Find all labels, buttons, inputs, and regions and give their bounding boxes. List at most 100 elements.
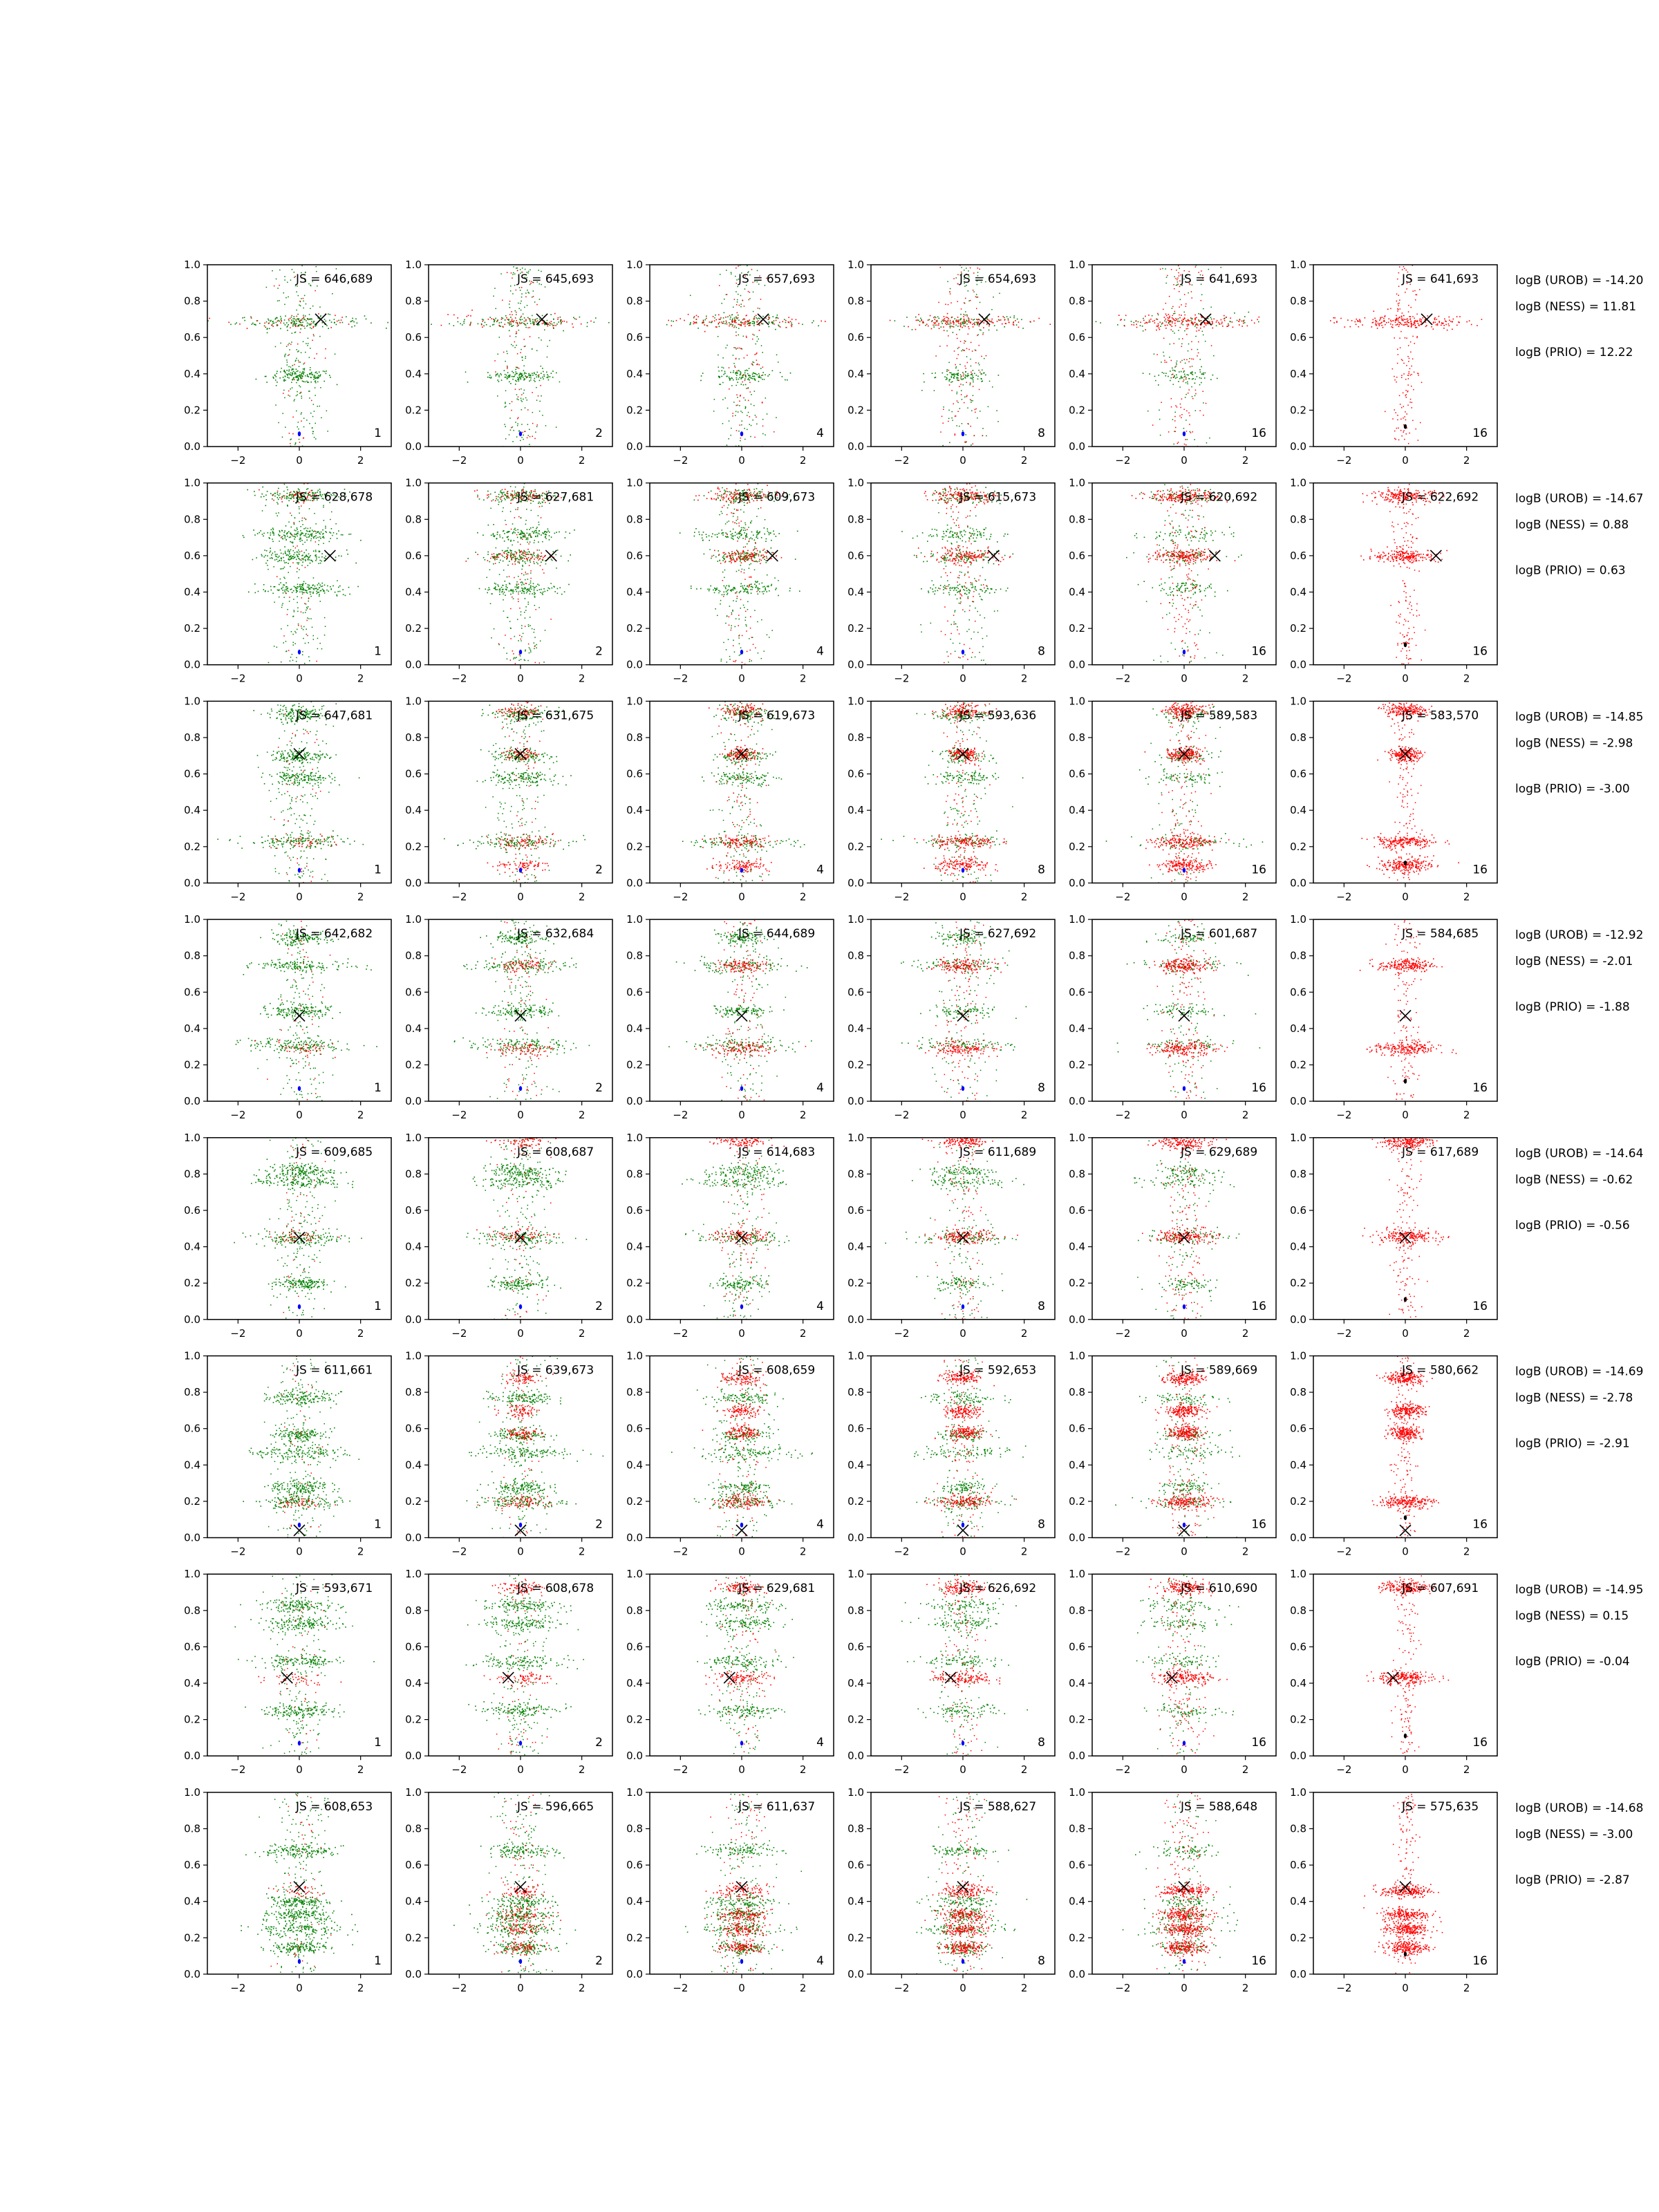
red-sample-point — [1405, 324, 1406, 325]
green-sample-point — [1189, 431, 1191, 433]
red-sample-point — [1330, 320, 1331, 321]
green-sample-point — [700, 379, 702, 382]
green-sample-point — [489, 377, 490, 378]
green-sample-point — [344, 492, 346, 494]
green-sample-point — [284, 375, 286, 377]
red-sample-point — [510, 552, 512, 554]
green-sample-point — [296, 291, 297, 292]
green-sample-point — [279, 377, 281, 379]
green-sample-point — [959, 408, 961, 409]
green-sample-point — [1198, 319, 1199, 321]
green-sample-point — [504, 373, 506, 375]
green-sample-point — [539, 496, 541, 498]
red-sample-point — [298, 625, 299, 626]
green-sample-point — [274, 554, 276, 555]
green-sample-point — [728, 376, 730, 378]
green-sample-point — [521, 400, 522, 401]
green-sample-point — [321, 560, 322, 562]
green-sample-point — [243, 317, 245, 319]
green-sample-point — [286, 364, 288, 366]
green-sample-point — [935, 377, 937, 378]
green-sample-point — [285, 552, 286, 554]
green-sample-point — [956, 393, 957, 395]
red-sample-point — [975, 296, 977, 297]
green-sample-point — [948, 379, 950, 380]
green-sample-point — [960, 378, 962, 379]
green-sample-point — [265, 321, 268, 323]
red-sample-point — [1431, 326, 1432, 328]
green-sample-point — [312, 494, 314, 495]
x-tick-label: −2 — [451, 673, 467, 685]
green-sample-point — [950, 382, 952, 383]
red-sample-point — [737, 317, 739, 319]
red-sample-point — [768, 318, 770, 320]
green-sample-point — [507, 564, 509, 566]
red-sample-point — [522, 431, 523, 433]
red-sample-point — [516, 322, 518, 324]
green-sample-point — [534, 319, 536, 320]
red-sample-point — [1401, 312, 1403, 314]
green-sample-point — [334, 591, 336, 593]
red-sample-point — [1371, 322, 1374, 324]
green-sample-point — [307, 606, 309, 608]
red-sample-point — [514, 317, 516, 319]
green-sample-point — [1165, 373, 1167, 374]
red-sample-point — [1418, 324, 1420, 326]
green-sample-point — [739, 405, 740, 406]
red-sample-point — [747, 321, 749, 323]
green-sample-point — [267, 328, 268, 330]
green-sample-point — [509, 381, 510, 383]
red-sample-point — [534, 646, 536, 647]
red-sample-point — [938, 301, 939, 303]
green-sample-point — [312, 561, 313, 563]
green-sample-point — [549, 321, 550, 324]
red-sample-point — [518, 500, 520, 503]
green-sample-point — [494, 321, 495, 323]
green-sample-point — [520, 309, 522, 311]
green-sample-point — [1199, 274, 1201, 276]
red-sample-point — [983, 322, 985, 324]
green-sample-point — [526, 498, 527, 500]
red-sample-point — [740, 348, 742, 349]
green-sample-point — [297, 370, 299, 372]
green-sample-point — [1188, 374, 1189, 376]
green-sample-point — [285, 315, 286, 317]
y-tick-label: 0.8 — [847, 295, 864, 308]
green-sample-point — [268, 537, 270, 538]
x-tick-label: 0 — [296, 673, 303, 685]
green-sample-point — [749, 298, 751, 299]
green-sample-point — [752, 364, 753, 366]
red-sample-point — [538, 374, 540, 376]
red-sample-point — [1416, 326, 1418, 328]
green-sample-point — [973, 319, 975, 320]
red-sample-point — [521, 287, 523, 288]
green-sample-point — [517, 377, 518, 378]
green-sample-point — [300, 324, 301, 326]
red-sample-point — [299, 496, 301, 498]
green-sample-point — [718, 366, 719, 368]
red-sample-point — [1414, 321, 1416, 323]
red-sample-point — [1232, 326, 1234, 328]
red-sample-point — [303, 483, 305, 485]
red-sample-point — [959, 341, 962, 342]
green-sample-point — [518, 329, 520, 331]
green-sample-point — [253, 529, 254, 531]
red-sample-point — [1172, 321, 1173, 323]
green-sample-point — [1174, 276, 1175, 278]
green-sample-point — [527, 538, 529, 541]
green-sample-point — [495, 308, 496, 310]
red-sample-point — [1404, 337, 1406, 339]
red-sample-point — [504, 324, 506, 325]
green-sample-point — [297, 607, 299, 609]
green-sample-point — [299, 375, 300, 377]
green-sample-point — [541, 592, 543, 594]
green-sample-point — [512, 532, 514, 534]
red-sample-point — [1398, 324, 1400, 326]
red-sample-point — [525, 319, 527, 321]
green-sample-point — [759, 376, 760, 377]
green-sample-point — [277, 498, 279, 500]
green-sample-point — [735, 275, 736, 277]
red-sample-point — [316, 353, 317, 355]
green-sample-point — [503, 570, 505, 571]
x-marker — [757, 313, 769, 326]
